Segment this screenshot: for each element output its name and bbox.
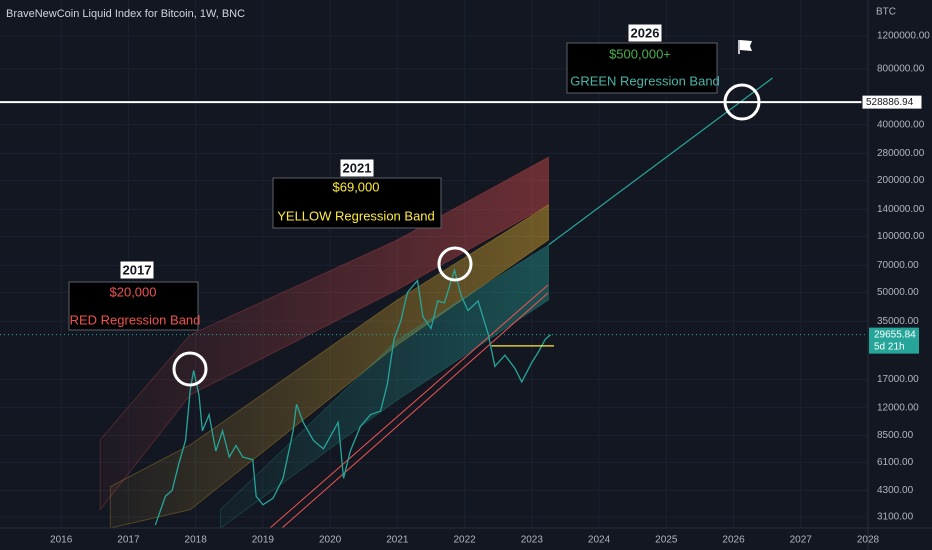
x-tick-label: 2024 — [588, 535, 611, 546]
annotation-price: $20,000 — [110, 284, 157, 299]
support-line — [281, 292, 549, 529]
plot-area — [0, 77, 868, 529]
y-tick-label: 3100.00 — [877, 511, 914, 522]
x-tick-label: 2026 — [722, 535, 745, 546]
x-tick-label: 2018 — [185, 535, 208, 546]
annotation-price: $500,000+ — [609, 46, 671, 61]
y-tick-label: 35000.00 — [877, 316, 919, 327]
x-tick-label: 2028 — [857, 535, 880, 546]
y-tick-label: 17000.00 — [877, 374, 919, 385]
currency-label: BTC — [876, 7, 896, 18]
y-tick-label: 280000.00 — [877, 148, 925, 159]
x-tick-label: 2022 — [453, 535, 476, 546]
x-tick-label: 2016 — [50, 535, 73, 546]
last-price-badge — [869, 327, 919, 354]
y-tick-label: 6100.00 — [877, 457, 914, 468]
x-tick-label: 2020 — [319, 535, 342, 546]
annotation-box — [566, 42, 718, 94]
price-line — [154, 267, 552, 526]
trend-line — [548, 77, 773, 246]
y-tick-label: 70000.00 — [877, 260, 919, 271]
price-line-badge — [861, 94, 923, 110]
last-price-label: 29655.84 — [874, 329, 916, 340]
y-tick-label: 200000.00 — [877, 175, 925, 186]
y-tick-label: 50000.00 — [877, 287, 919, 298]
y-tick-label: 100000.00 — [877, 231, 925, 242]
annotation-year: 2026 — [631, 25, 660, 40]
annotation-year: 2017 — [123, 262, 152, 277]
annotation-year-box — [339, 158, 375, 178]
y-tick-label: 140000.00 — [877, 204, 925, 215]
y-tick-label: 800000.00 — [877, 63, 925, 74]
flag-icon — [738, 40, 752, 54]
annotation-band: RED Regression Band — [70, 312, 201, 327]
y-tick-label: 12000.00 — [877, 402, 919, 413]
support-line — [269, 284, 549, 529]
annotation-band: GREEN Regression Band — [570, 73, 720, 88]
annotation-box — [272, 177, 442, 229]
annotation-year-box — [627, 23, 663, 43]
x-tick-label: 2017 — [117, 535, 140, 546]
time-axis-panel — [0, 528, 932, 550]
price-line-label: 528886.94 — [866, 97, 914, 108]
highlight-circle — [437, 246, 473, 282]
axes: 1200000.00 800000.00 400000.00 280000.00 200… — [50, 31, 930, 546]
y-tick-label: 1200000.00 — [877, 31, 930, 42]
regression-band — [109, 204, 550, 529]
highlight-circle — [723, 83, 761, 121]
annotation-year-box — [119, 260, 155, 280]
y-tick-label: 400000.00 — [877, 119, 925, 130]
annotation-year: 2021 — [343, 160, 372, 175]
x-tick-label: 2021 — [386, 535, 409, 546]
x-tick-label: 2025 — [655, 535, 678, 546]
x-tick-label: 2023 — [521, 535, 544, 546]
countdown-label: 5d 21h — [874, 341, 905, 352]
x-tick-label: 2019 — [252, 535, 275, 546]
chart-title: BraveNewCoin Liquid Index for Bitcoin, 1… — [6, 8, 245, 20]
annotation-band: YELLOW Regression Band — [277, 208, 435, 223]
y-tick-label: 8500.00 — [877, 430, 914, 441]
x-tick-label: 2027 — [790, 535, 813, 546]
highlight-circle — [172, 351, 208, 387]
annotation-box — [68, 281, 199, 331]
annotation-price: $69,000 — [333, 179, 380, 194]
price-axis-panel — [868, 0, 932, 550]
y-tick-label: 4300.00 — [877, 485, 914, 496]
